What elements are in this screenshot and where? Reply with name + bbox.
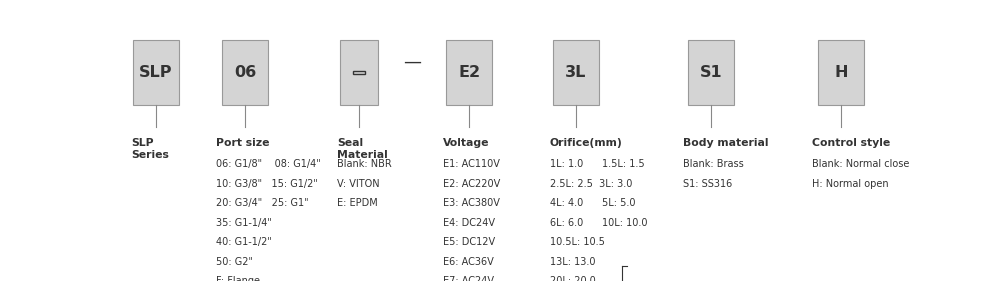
Text: E1: AC110V: E1: AC110V [443,159,500,169]
FancyBboxPatch shape [553,40,599,105]
Text: 13L: 13.0: 13L: 13.0 [550,257,595,267]
Text: 10.5L: 10.5: 10.5L: 10.5 [550,237,605,247]
FancyBboxPatch shape [818,40,864,105]
Text: E2: E2 [458,65,480,80]
Text: F: Flange: F: Flange [216,276,260,281]
Text: 06: G1/8"    08: G1/4": 06: G1/8" 08: G1/4" [216,159,321,169]
Text: 35: G1-1/4": 35: G1-1/4" [216,218,272,228]
Text: E7: AC24V: E7: AC24V [443,276,494,281]
FancyBboxPatch shape [446,40,492,105]
Text: 6L: 6.0      10L: 10.0: 6L: 6.0 10L: 10.0 [550,218,647,228]
Text: E: EPDM: E: EPDM [337,198,378,208]
Text: SLP
Series: SLP Series [131,138,169,160]
Text: Control style: Control style [812,138,890,148]
Text: E2: AC220V: E2: AC220V [443,179,500,189]
FancyBboxPatch shape [353,71,365,74]
Text: 50: G2": 50: G2" [216,257,253,267]
Text: SLP: SLP [139,65,173,80]
Text: Orifice(mm): Orifice(mm) [550,138,622,148]
Text: Blank: Normal close: Blank: Normal close [812,159,909,169]
Text: —: — [403,53,421,71]
Text: E5: DC12V: E5: DC12V [443,237,495,247]
Text: 20L: 20.0: 20L: 20.0 [550,276,595,281]
Text: V: VITON: V: VITON [337,179,380,189]
Text: S1: SS316: S1: SS316 [683,179,732,189]
Text: 4L: 4.0      5L: 5.0: 4L: 4.0 5L: 5.0 [550,198,635,208]
Text: E3: AC380V: E3: AC380V [443,198,500,208]
FancyBboxPatch shape [222,40,268,105]
FancyBboxPatch shape [688,40,734,105]
Text: E4: DC24V: E4: DC24V [443,218,495,228]
Text: 1L: 1.0      1.5L: 1.5: 1L: 1.0 1.5L: 1.5 [550,159,644,169]
Text: Seal
Material: Seal Material [337,138,388,160]
Text: Port size: Port size [216,138,270,148]
Text: 10: G3/8"   15: G1/2": 10: G3/8" 15: G1/2" [216,179,318,189]
Text: S1: S1 [700,65,722,80]
Text: 2.5L: 2.5  3L: 3.0: 2.5L: 2.5 3L: 3.0 [550,179,632,189]
Text: E6: AC36V: E6: AC36V [443,257,494,267]
Text: 40: G1-1/2": 40: G1-1/2" [216,237,272,247]
Text: Voltage: Voltage [443,138,489,148]
Text: Blank: Brass: Blank: Brass [683,159,744,169]
Text: Blank: NBR: Blank: NBR [337,159,392,169]
Text: 20: G3/4"   25: G1": 20: G3/4" 25: G1" [216,198,309,208]
Text: H: H [834,65,848,80]
FancyBboxPatch shape [133,40,179,105]
Text: H: Normal open: H: Normal open [812,179,888,189]
Text: 06: 06 [234,65,256,80]
Text: Body material: Body material [683,138,768,148]
FancyBboxPatch shape [340,40,378,105]
Text: 3L: 3L [565,65,587,80]
